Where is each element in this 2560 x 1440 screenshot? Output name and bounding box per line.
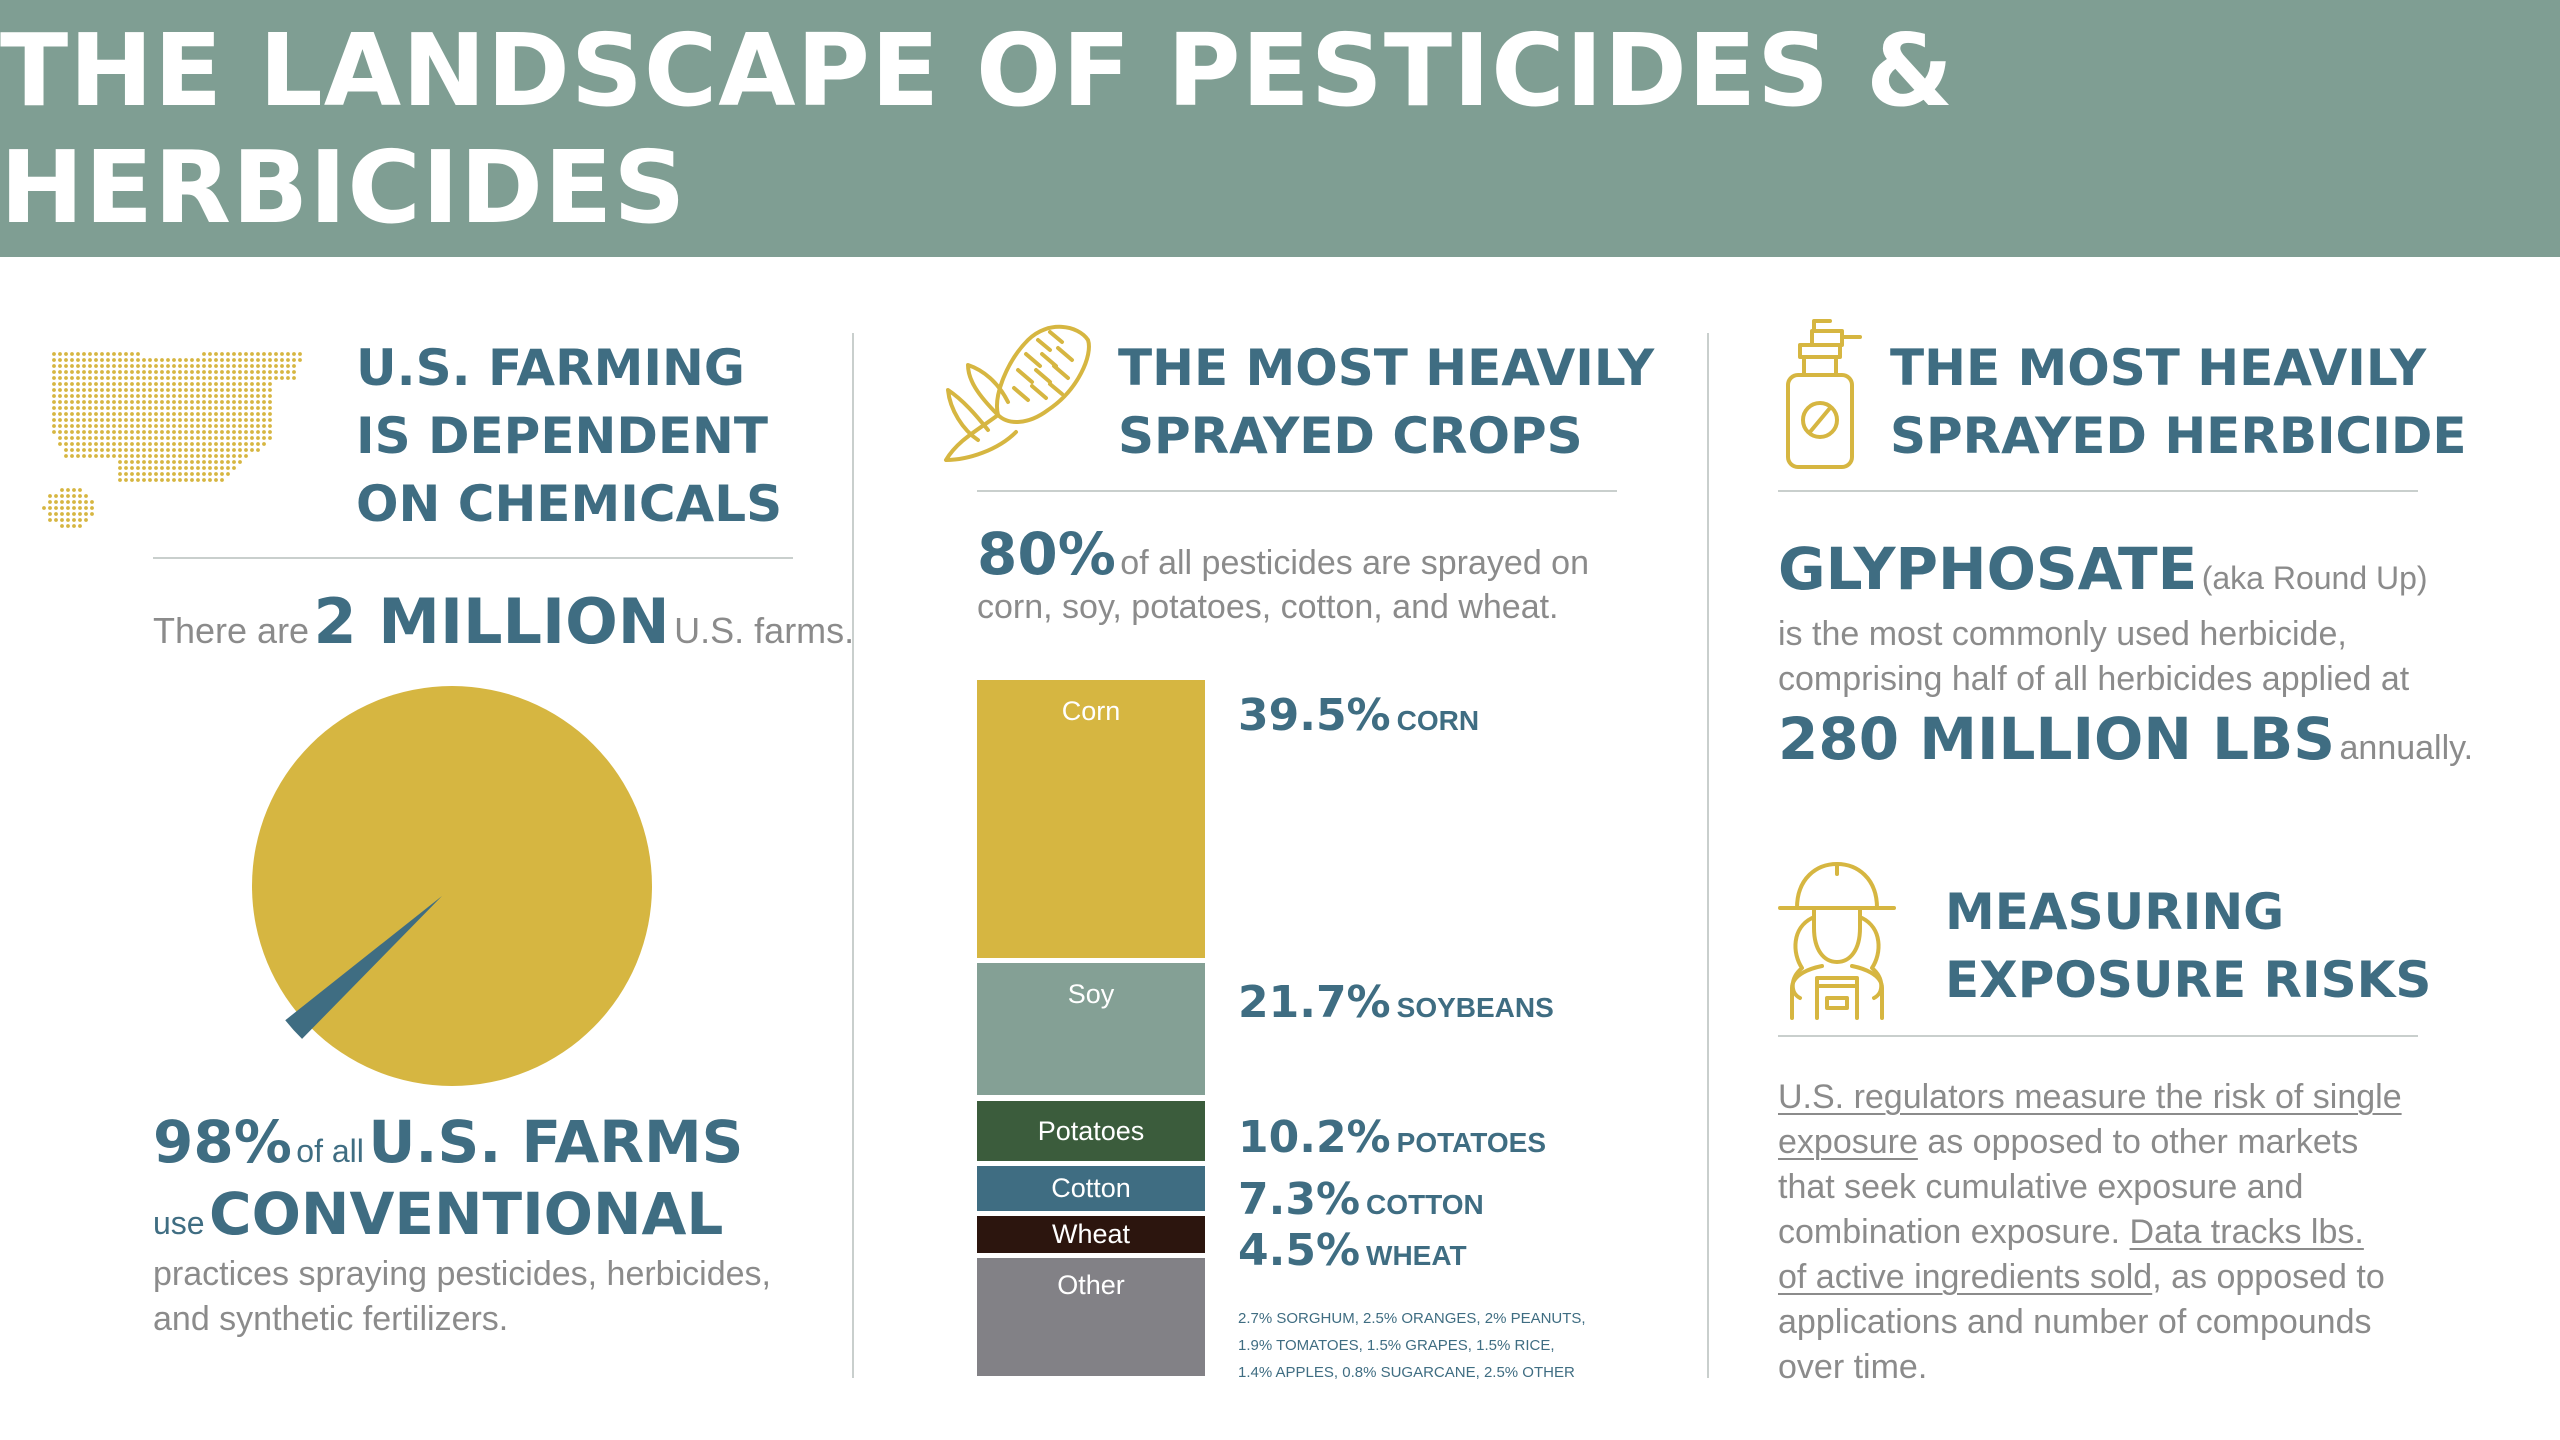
bar-segment-other: Other xyxy=(977,1258,1205,1376)
glyphosate-aka: (aka Round Up) xyxy=(2201,560,2428,596)
glyphosate-amount-line: 280 MILLION LBS annually. xyxy=(1778,705,2473,773)
glyphosate-amount: 280 MILLION LBS xyxy=(1778,705,2336,773)
glyphosate-description: is the most commonly used herbicide, com… xyxy=(1778,612,2409,702)
exposure-text: applications and number of compounds xyxy=(1778,1303,2372,1341)
farm-count: There are 2 MILLION U.S. farms. xyxy=(153,585,854,658)
bar-segment-label: Corn xyxy=(1061,696,1121,726)
crop-percent-name: POTATOES xyxy=(1396,1127,1547,1158)
crop-percent-soybeans: 21.7% SOYBEANS xyxy=(1238,977,1554,1028)
conventional-percent: 98% xyxy=(153,1108,292,1176)
page-title: THE LANDSCAPE OF PESTICIDES & HERBICIDES xyxy=(0,11,1955,246)
crops-intro-text-2: corn, soy, potatoes, cotton, and wheat. xyxy=(977,588,1559,626)
glyphosate-name: GLYPHOSATE xyxy=(1778,535,2198,603)
crop-percent-name: CORN xyxy=(1396,705,1480,736)
spray-bottle-icon xyxy=(1786,319,1862,469)
heading-line: U.S. FARMING xyxy=(356,339,745,397)
crop-percent-corn: 39.5% CORN xyxy=(1238,690,1479,741)
heading-line: SPRAYED HERBICIDE xyxy=(1890,407,2467,465)
bar-segment-cotton: Cotton xyxy=(977,1166,1205,1211)
exposure-text: as opposed to other markets xyxy=(1927,1123,2359,1161)
pie-slice-other xyxy=(285,896,442,1039)
us-map-icon xyxy=(42,352,302,528)
bar-segment-label: Wheat xyxy=(1051,1219,1131,1249)
section-rule xyxy=(1778,490,2418,492)
crops-intro-line-1: 80% of all pesticides are sprayed on xyxy=(977,520,1589,588)
bar-segment-soy: Soy xyxy=(977,963,1205,1095)
exposure-link-single-cont[interactable]: exposure xyxy=(1778,1123,1918,1161)
farmer-icon xyxy=(1778,862,1896,1020)
glyphosate-desc-line: is the most commonly used herbicide, xyxy=(1778,615,2347,653)
stat-use: use xyxy=(153,1205,205,1241)
heading-line: SPRAYED CROPS xyxy=(1118,407,1583,465)
farms-pie-chart xyxy=(252,686,652,1086)
exposure-link-data-cont[interactable]: of active ingredients sold xyxy=(1778,1258,2153,1296)
exposure-link-data[interactable]: Data tracks lbs. xyxy=(2129,1213,2364,1251)
bar-segment-label: Potatoes xyxy=(1037,1115,1145,1146)
bar-segment-label: Other xyxy=(1057,1270,1125,1300)
heading-line: IS DEPENDENT xyxy=(356,407,768,465)
crop-percent-value: 39.5% xyxy=(1238,690,1391,741)
other-crops-line: 2.7% SORGHUM, 2.5% ORANGES, 2% PEANUTS, xyxy=(1238,1310,1586,1327)
section-heading-exposure: MEASURING EXPOSURE RISKS xyxy=(1945,878,2431,1014)
other-crops-line: 1.9% TOMATOES, 1.5% GRAPES, 1.5% RICE, xyxy=(1238,1337,1555,1354)
bar-segment-label: Soy xyxy=(1067,979,1115,1009)
heading-line: EXPOSURE RISKS xyxy=(1945,951,2432,1009)
bar-segment-potatoes: Potatoes xyxy=(977,1101,1205,1161)
section-rule xyxy=(977,490,1617,492)
column-divider xyxy=(1707,333,1709,1378)
farm-count-prefix: There are xyxy=(153,610,310,651)
section-rule xyxy=(1778,1035,2418,1037)
exposure-text: over time. xyxy=(1778,1348,1928,1386)
glyphosate-desc-line: comprising half of all herbicides applie… xyxy=(1778,660,2410,698)
crop-percent-name: WHEAT xyxy=(1366,1240,1467,1271)
conventional-stat-line-1: 98% of all U.S. FARMS xyxy=(153,1108,743,1176)
crop-percent-wheat: 4.5% WHEAT xyxy=(1238,1225,1467,1276)
stat-farms: U.S. FARMS xyxy=(368,1108,744,1176)
crop-percent-potatoes: 10.2% POTATOES xyxy=(1238,1112,1546,1163)
column-divider xyxy=(852,333,854,1378)
glyphosate-annually: annually. xyxy=(2339,729,2474,767)
heading-line: MEASURING xyxy=(1945,883,2285,941)
crop-percent-cotton: 7.3% COTTON xyxy=(1238,1174,1484,1225)
crop-percent-value: 4.5% xyxy=(1238,1225,1361,1276)
crops-intro-text: of all pesticides are sprayed on xyxy=(1120,544,1589,582)
crop-percent-value: 21.7% xyxy=(1238,977,1391,1028)
corn-icon xyxy=(944,324,1091,462)
other-crops-line: 1.4% APPLES, 0.8% SUGARCANE, 2.5% OTHER xyxy=(1238,1364,1575,1381)
heading-line: THE MOST HEAVILY xyxy=(1118,339,1655,397)
farm-count-suffix: U.S. farms. xyxy=(674,610,855,651)
bar-segment-wheat: Wheat xyxy=(977,1216,1205,1253)
exposure-text: combination exposure. xyxy=(1778,1213,2121,1251)
exposure-text: , as opposed to xyxy=(2152,1258,2385,1296)
crops-intro-percent: 80% xyxy=(977,520,1116,588)
heading-line: ON CHEMICALS xyxy=(356,475,783,533)
glyphosate-line: GLYPHOSATE (aka Round Up) xyxy=(1778,535,2428,603)
section-heading-crops: THE MOST HEAVILY SPRAYED CROPS xyxy=(1118,334,1654,470)
exposure-description: U.S. regulators measure the risk of sing… xyxy=(1778,1075,2478,1390)
stat-of-all: of all xyxy=(296,1133,364,1169)
other-crops-breakdown: 2.7% SORGHUM, 2.5% ORANGES, 2% PEANUTS, … xyxy=(1238,1305,1586,1386)
crop-percent-value: 7.3% xyxy=(1238,1174,1361,1225)
crop-percent-value: 10.2% xyxy=(1238,1112,1391,1163)
bar-segment-corn: Corn xyxy=(977,680,1205,958)
conventional-stat-line-2: use CONVENTIONAL xyxy=(153,1180,723,1248)
farm-count-value: 2 MILLION xyxy=(313,585,670,658)
exposure-link-single[interactable]: U.S. regulators measure the risk of sing… xyxy=(1778,1078,2402,1116)
title-banner: THE LANDSCAPE OF PESTICIDES & HERBICIDES xyxy=(0,0,2560,257)
crop-percent-name: SOYBEANS xyxy=(1396,992,1554,1023)
exposure-text: that seek cumulative exposure and xyxy=(1778,1168,2304,1206)
section-heading-herbicide: THE MOST HEAVILY SPRAYED HERBICIDE xyxy=(1890,334,2467,470)
stat-conventional: CONVENTIONAL xyxy=(209,1180,724,1248)
section-rule xyxy=(153,557,793,559)
crop-percent-name: COTTON xyxy=(1366,1189,1484,1220)
section-heading-farming: U.S. FARMING IS DEPENDENT ON CHEMICALS xyxy=(356,334,782,538)
bar-segment-label: Cotton xyxy=(1051,1173,1131,1203)
conventional-description: practices spraying pesticides, herbicide… xyxy=(153,1255,771,1338)
heading-line: THE MOST HEAVILY xyxy=(1890,339,2427,397)
